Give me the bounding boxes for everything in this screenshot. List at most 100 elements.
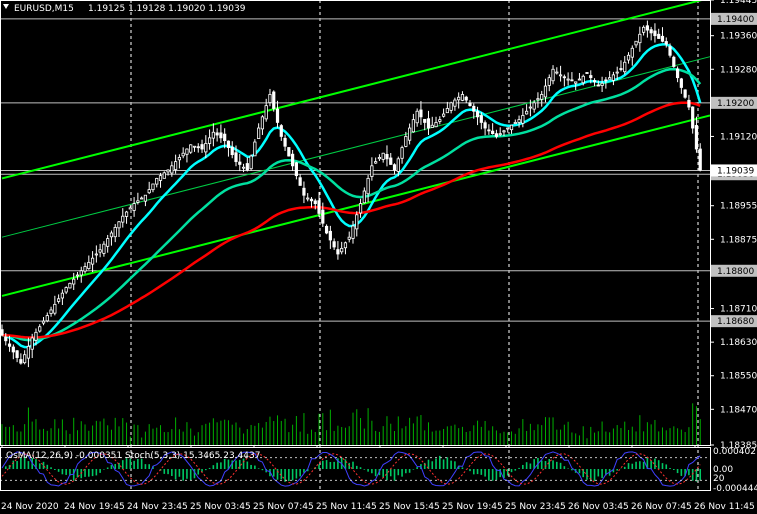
candle-body (630, 47, 634, 58)
y-tick-label: 1.18630 (720, 338, 757, 348)
candle-body (381, 152, 385, 160)
candle-body (449, 102, 453, 111)
candle-body (615, 71, 619, 74)
candle-body (660, 35, 665, 42)
candle-body (260, 116, 265, 130)
candle-body (521, 115, 525, 124)
candle-body (68, 282, 72, 289)
candle-body (498, 133, 502, 136)
candle-body (60, 292, 64, 299)
candle-body (562, 76, 566, 79)
candle-body (400, 147, 404, 159)
candle-body (502, 130, 506, 133)
candle-body (604, 79, 608, 82)
candle-body (147, 189, 151, 194)
candle-body (253, 141, 257, 157)
candle-body (445, 108, 449, 114)
candle-body (430, 124, 434, 128)
x-tick-label: 25 Nov 03:45 (190, 502, 251, 512)
candle-body (158, 175, 163, 181)
candle-body (438, 119, 442, 122)
y-tick-label: 1.19120 (720, 132, 757, 142)
candle-body (136, 200, 140, 203)
candle-body (404, 136, 408, 147)
candle-body (494, 133, 499, 137)
candle-body (124, 211, 129, 217)
candle-body (257, 127, 261, 139)
candle-body (291, 153, 295, 167)
candle-body (219, 132, 223, 139)
current-price-box (711, 164, 757, 177)
candle-body (581, 75, 585, 84)
candle-body (453, 99, 457, 107)
candle-body (302, 187, 306, 196)
candle-body (396, 158, 400, 172)
candle-body (283, 137, 287, 147)
level-label-box (711, 264, 757, 277)
candle-body (483, 122, 487, 129)
candle-body (479, 115, 483, 123)
candle-body (441, 113, 446, 117)
candle-body (426, 118, 431, 129)
x-tick-label: 26 Nov 03:45 (568, 502, 629, 512)
candle-body (321, 209, 325, 224)
candle-body (355, 214, 359, 230)
main-pane-border (0, 0, 711, 446)
candle-body (596, 84, 600, 87)
candle-body (109, 232, 114, 238)
candle-body (374, 161, 378, 164)
volume-bars (1, 403, 701, 445)
candle-body (543, 85, 548, 98)
candle-body (230, 146, 234, 156)
candle-body (589, 75, 593, 79)
level-label: 1.19200 (717, 99, 754, 109)
candle-body (574, 81, 578, 84)
candle-body (638, 33, 642, 44)
candle-body (343, 242, 348, 249)
candle-body (196, 146, 200, 149)
indicator-tick-label: 0.00 (713, 465, 733, 475)
candle-body (351, 225, 355, 239)
symbol-label: EURUSD,M15 (14, 4, 74, 14)
x-tick-label: 25 Nov 07:45 (253, 502, 314, 512)
candle-body (53, 303, 57, 314)
y-tick-label: 1.18385 (720, 441, 757, 451)
moving-average-line (1, 67, 702, 342)
candle-body (608, 77, 612, 80)
candle-body (340, 247, 344, 253)
candle-body (664, 41, 668, 45)
candle-body (113, 226, 117, 238)
candle-body (181, 152, 185, 157)
candle-body (38, 326, 42, 332)
candle-body (645, 25, 649, 31)
candle-body (11, 346, 15, 353)
candle-body (90, 257, 95, 265)
candle-body (294, 162, 298, 177)
moving-average-line (1, 101, 701, 339)
x-tick-label: 24 Nov 2020 (1, 502, 59, 512)
candle-body (102, 243, 106, 254)
candle-body (585, 72, 589, 74)
candle-body (4, 336, 8, 342)
y-tick-label: 1.18470 (720, 405, 757, 415)
y-tick-label: 1.19445 (720, 0, 757, 6)
candle-body (241, 166, 246, 169)
candle-body (592, 80, 597, 83)
candle-body (306, 197, 310, 200)
candle-body (223, 133, 227, 142)
channel-line (1, 0, 706, 180)
candle-body (192, 145, 197, 148)
candle-body (657, 33, 661, 39)
candle-body (64, 287, 68, 293)
indicator-tick-label: 20 (713, 474, 725, 484)
y-tick-label: 1.19360 (720, 32, 757, 42)
candle-body (207, 137, 212, 144)
candle-body (245, 163, 249, 171)
candle-body (408, 127, 412, 141)
candle-body (487, 129, 491, 132)
candle-body (675, 68, 680, 79)
candle-body (642, 26, 646, 33)
candle-body (528, 106, 532, 109)
